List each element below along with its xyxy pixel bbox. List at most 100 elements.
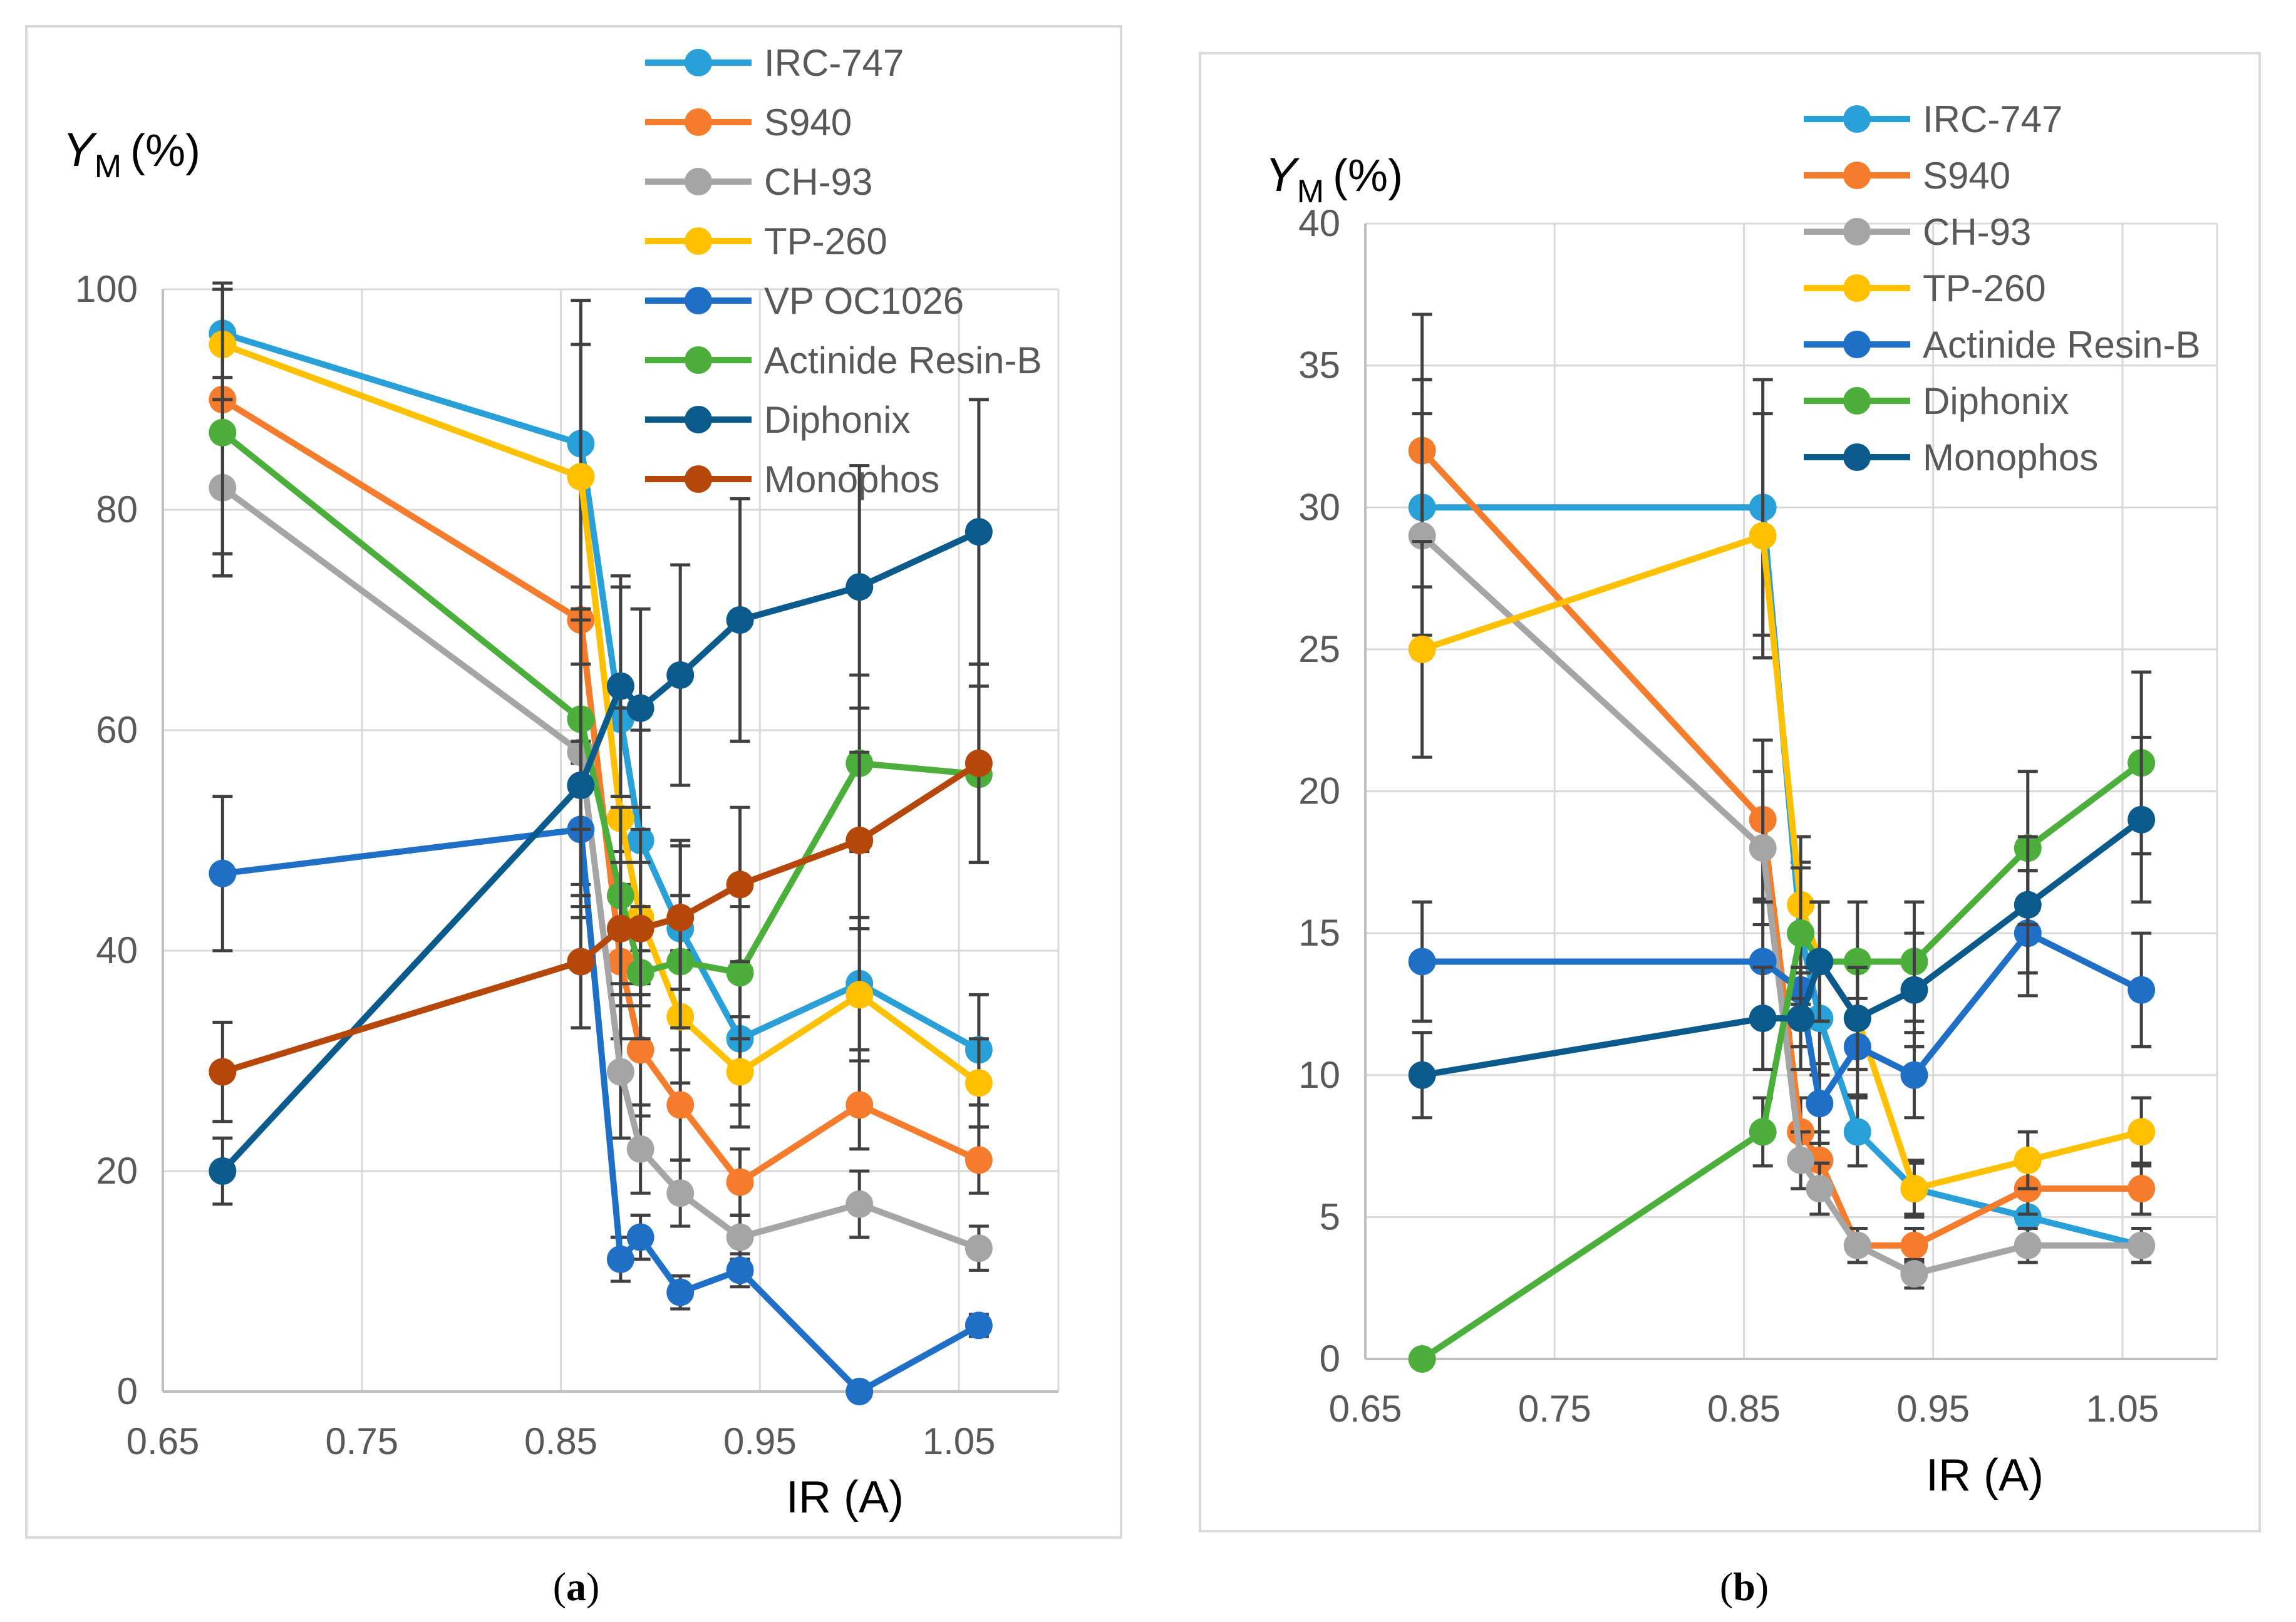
panel-b-xtick-label: 0.65: [1329, 1388, 1402, 1430]
panel-b-legend-label: Monophos: [1923, 436, 2098, 478]
panel-a-series-ch-93-point: [666, 1179, 695, 1207]
panel-a-series-irc-747-line: [221, 330, 981, 1053]
panel-a-series-diphonix-point: [726, 606, 754, 634]
panel-a-series-ch-93-point: [726, 1223, 754, 1251]
panel-b-series-monophos-point: [1806, 948, 1834, 976]
panel-a-legend-marker: [685, 168, 712, 195]
panel-a-series-vp-oc1026-point: [666, 1278, 695, 1306]
panel-b-series-monophos-point: [1843, 1005, 1871, 1033]
panel-a-series-diphonix-point: [666, 661, 695, 689]
panel-b-ytick-label: 25: [1298, 628, 1340, 670]
panel-b-series-irc-747-point: [2014, 1203, 2042, 1231]
panel-b-series-tp-260-point: [1900, 1175, 1928, 1203]
panel-a-legend-label: VP OC1026: [764, 280, 964, 322]
panel-a-xtick-label: 0.65: [127, 1420, 200, 1462]
panel-a-series-diphonix-point: [606, 672, 634, 700]
panel-a-series-tp-260-point: [567, 463, 595, 491]
panel-b-ytick-label: 5: [1320, 1196, 1340, 1237]
panel-b-series-ch-93-point: [1843, 1231, 1871, 1259]
panel-b-series-diphonix-point: [1787, 919, 1815, 948]
panel-b-series-tp-260-point: [1408, 635, 1436, 663]
panel-b-series-s940-point: [1806, 1146, 1834, 1174]
panel-b-series-diphonix-line: [1420, 760, 2144, 1362]
panel-b-xtick-label: 1.05: [2086, 1388, 2159, 1430]
panel-b-series-ch-93-line: [1420, 533, 2142, 1278]
panel-b-series-tp-260-point: [1749, 522, 1777, 550]
panel-b-series-ch-93-point: [2128, 1231, 2156, 1259]
panel-a-series-s940-line: [220, 396, 980, 1186]
panel-a-series-ch-93-point: [964, 1234, 993, 1263]
panel-a-legend-marker: [685, 465, 712, 493]
panel-b-caption: (b): [1720, 1564, 1769, 1609]
panel-b-ytick-label: 35: [1298, 344, 1340, 386]
panel-a-series-ch-93-point: [626, 1135, 654, 1163]
panel-b-xtick-label: 0.85: [1707, 1388, 1781, 1430]
panel-a-series-diphonix-point: [626, 694, 654, 722]
panel-b-series-actinide-resin-b-point: [1806, 1090, 1834, 1118]
panel-b-series-actinide-resin-b-point: [1900, 1061, 1928, 1089]
panel-a-x-axis-label: IR (A): [786, 1472, 904, 1522]
panel-b-ytick-label: 10: [1298, 1054, 1340, 1096]
panel-a-legend-label: S940: [764, 101, 852, 143]
panel-b-series-tp-260-point: [2128, 1118, 2156, 1146]
panel-b-legend-label: CH-93: [1923, 211, 2031, 253]
panel-b-series-monophos-point: [1749, 1005, 1777, 1033]
panel-b-series-ch-93-point: [2014, 1231, 2042, 1259]
panel-a-legend-label: TP-260: [764, 220, 887, 262]
panel-a-series-tp-260-point: [845, 981, 874, 1009]
panel-a-series-s940-point: [666, 1091, 695, 1119]
panel-a-legend-marker: [685, 287, 712, 314]
panel-a-series-monophos-point: [626, 914, 654, 943]
panel-b-ytick-label: 15: [1298, 912, 1340, 954]
panel-a-legend-label: Actinide Resin-B: [764, 339, 1042, 381]
panel-a-xtick-label: 0.95: [723, 1420, 797, 1462]
panel-b-legend-marker: [1843, 387, 1871, 415]
panel-a-caption: (a): [553, 1564, 600, 1609]
panel-b-series-monophos-point: [2014, 891, 2042, 919]
panel-a-series-diphonix: [209, 398, 993, 1206]
panel-b-legend-label: Diphonix: [1923, 380, 2069, 422]
panel-a-series-diphonix-point: [845, 573, 874, 601]
panel-a-legend-marker: [685, 406, 712, 433]
panel-b-series-ch-93-point: [1806, 1175, 1834, 1203]
panel-a-series-tp-260-point: [726, 1058, 754, 1086]
panel-b-series-tp-260-point: [2014, 1146, 2042, 1174]
panel-a-legend-label: IRC-747: [764, 42, 904, 84]
panel-a-ytick-label: 20: [96, 1150, 138, 1192]
panel-b-series-monophos-point: [1408, 1061, 1436, 1089]
panel-b-series-ch-93-point: [1749, 834, 1777, 862]
panel-b-series-s940-point: [2128, 1175, 2156, 1203]
panel-b-series-monophos-point: [1787, 1005, 1815, 1033]
panel-a-legend-label: Diphonix: [764, 399, 910, 441]
panel-a-series-monophos-point: [209, 1058, 237, 1086]
panel-a-series-vp-oc1026-point: [726, 1256, 754, 1284]
panel-b-series-diphonix-point: [1408, 1345, 1436, 1373]
panel-b-series-actinide-resin-b-point: [1408, 948, 1436, 976]
panel-b-series-monophos-point: [2128, 805, 2156, 834]
panel-b-ytick-label: 0: [1320, 1338, 1340, 1380]
panel-a-series-monophos-point: [666, 904, 695, 932]
panel-a-xtick-label: 0.75: [325, 1420, 398, 1462]
panel-b: 0 5 10 15 20 25 30 35 40 0.65 0.75 0.85 0.95 1.05 IRC-…: [1199, 52, 2261, 1609]
panel-a-ytick-label: 60: [96, 709, 138, 751]
panel-b-series-monophos-point: [1900, 976, 1928, 1004]
panel-b-y-axis-label: YM (%): [1265, 148, 1403, 210]
panel-a-xtick-label: 0.85: [524, 1420, 597, 1462]
panel-b-ytick-label: 40: [1298, 202, 1340, 244]
panel-a-series-vp-oc1026-point: [626, 1223, 654, 1251]
panel-b-series-ch-93-point: [1787, 1146, 1815, 1174]
panel-a-series-monophos-point: [845, 827, 874, 854]
panel-a-series-vp-oc1026-point: [606, 1245, 634, 1273]
panel-b-series-ch-93-point: [1900, 1260, 1928, 1288]
panel-b-legend-marker: [1843, 105, 1871, 133]
panel-b-series-s940-line: [1419, 448, 2142, 1249]
panel-a-series-actinide-resin-b-point: [726, 959, 754, 987]
panel-b-legend-marker: [1843, 218, 1871, 245]
panel-b-legend-marker: [1843, 162, 1871, 189]
panel-a: 0 20 40 60 80 100 0.65 0.75 0.85 0.95 1.05 IRC-747 S…: [25, 25, 1122, 1609]
panel-a-xtick-label: 1.05: [923, 1420, 996, 1462]
panel-a-series-s940-point: [845, 1091, 874, 1119]
panel-a-series-vp-oc1026-point: [964, 1311, 993, 1340]
panel-a-series-monophos-point: [964, 749, 993, 777]
